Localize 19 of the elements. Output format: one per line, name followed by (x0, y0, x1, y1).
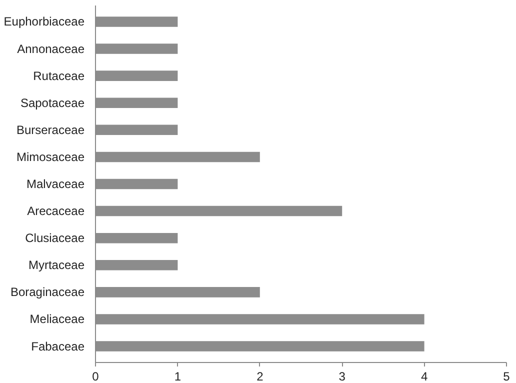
y-tick-label: Boraginaceae (10, 285, 85, 300)
y-tick-label: Fabaceae (31, 339, 85, 354)
y-tick-label: Mimosaceae (16, 150, 85, 164)
y-tick-label: Rutaceae (33, 68, 85, 83)
x-tick-label: 0 (92, 370, 100, 383)
y-tick-label: Clusiaceae (25, 231, 85, 246)
x-tick-label: 2 (256, 370, 264, 383)
y-tick-label: Euphorbiaceae (4, 14, 85, 29)
x-tick-label: 4 (420, 370, 428, 383)
y-tick-label: Sapotaceae (20, 96, 85, 110)
y-tick-label: Meliaceae (30, 312, 85, 326)
x-tick-label: 1 (174, 370, 182, 383)
y-tick-label: Burseraceae (16, 122, 85, 137)
x-tick-label: 3 (338, 370, 346, 383)
y-tick-label: Malvaceae (26, 177, 85, 191)
y-tick-label: Myrtaceae (28, 258, 85, 272)
y-tick-label: Arecaceae (27, 204, 85, 218)
y-tick-label: Annonaceae (17, 42, 85, 56)
x-tick-label: 5 (503, 370, 510, 383)
